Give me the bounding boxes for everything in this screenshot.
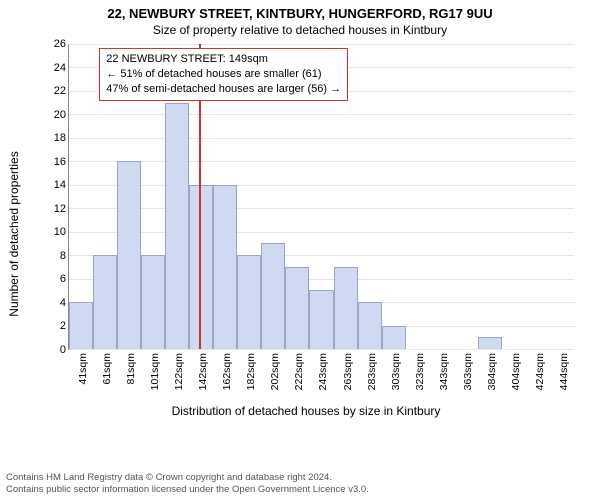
bar-slot: 424sqm	[526, 44, 550, 349]
footer-attribution: Contains HM Land Registry data © Crown c…	[6, 472, 369, 496]
x-tick-label: 323sqm	[414, 349, 426, 390]
footer-line: Contains public sector information licen…	[6, 484, 369, 496]
y-tick-label: 12	[46, 203, 66, 215]
bar-slot: 363sqm	[454, 44, 478, 349]
x-tick-label: 142sqm	[197, 349, 209, 390]
x-tick-label: 81sqm	[125, 349, 137, 385]
x-tick-label: 283sqm	[366, 349, 378, 390]
bar	[93, 255, 117, 349]
x-tick-label: 303sqm	[390, 349, 402, 390]
y-tick-label: 18	[46, 132, 66, 144]
x-tick-label: 404sqm	[510, 349, 522, 390]
y-tick-label: 14	[46, 179, 66, 191]
x-tick-label: 424sqm	[534, 349, 546, 390]
x-tick-label: 202sqm	[269, 349, 281, 390]
bar-slot: 404sqm	[502, 44, 526, 349]
bar	[117, 161, 141, 349]
x-tick-label: 101sqm	[149, 349, 161, 390]
x-axis-label: Distribution of detached houses by size …	[32, 404, 580, 418]
bar-slot: 323sqm	[406, 44, 430, 349]
x-tick-label: 182sqm	[245, 349, 257, 390]
bar	[189, 185, 213, 349]
bar-slot: 384sqm	[478, 44, 502, 349]
y-tick-label: 20	[46, 109, 66, 121]
x-tick-label: 243sqm	[317, 349, 329, 390]
x-tick-label: 122sqm	[173, 349, 185, 390]
footer-line: Contains HM Land Registry data © Crown c…	[6, 472, 369, 484]
annotation-line: 47% of semi-detached houses are larger (…	[106, 82, 341, 97]
bar	[165, 103, 189, 349]
bar	[478, 337, 502, 349]
bar	[309, 290, 333, 349]
bar	[382, 326, 406, 349]
page-subtitle: Size of property relative to detached ho…	[0, 21, 600, 41]
y-tick-label: 4	[46, 297, 66, 309]
page-title: 22, NEWBURY STREET, KINTBURY, HUNGERFORD…	[0, 0, 600, 21]
x-tick-label: 162sqm	[221, 349, 233, 390]
bar-slot: 444sqm	[550, 44, 574, 349]
x-tick-label: 444sqm	[558, 349, 570, 390]
y-tick-label: 8	[46, 250, 66, 262]
bar	[334, 267, 358, 349]
bar-slot: 343sqm	[430, 44, 454, 349]
bar	[237, 255, 261, 349]
bar	[261, 243, 285, 349]
bar	[285, 267, 309, 349]
y-tick-label: 0	[46, 344, 66, 356]
x-tick-label: 222sqm	[293, 349, 305, 390]
y-tick-label: 16	[46, 156, 66, 168]
y-tick-label: 6	[46, 273, 66, 285]
histogram-chart: Number of detached properties 0246810121…	[32, 44, 580, 424]
bar	[358, 302, 382, 349]
y-tick-label: 2	[46, 320, 66, 332]
y-tick-label: 24	[46, 62, 66, 74]
bar-slot: 41sqm	[69, 44, 93, 349]
bar	[141, 255, 165, 349]
annotation-line: ← 51% of detached houses are smaller (61…	[106, 67, 341, 82]
bar-slot: 303sqm	[382, 44, 406, 349]
y-tick-label: 22	[46, 85, 66, 97]
x-tick-label: 61sqm	[101, 349, 113, 385]
bar	[213, 185, 237, 349]
y-axis-label: Number of detached properties	[7, 151, 21, 316]
x-tick-label: 41sqm	[77, 349, 89, 385]
x-tick-label: 343sqm	[438, 349, 450, 390]
annotation-box: 22 NEWBURY STREET: 149sqm ← 51% of detac…	[99, 48, 348, 101]
y-tick-label: 26	[46, 38, 66, 50]
bar	[69, 302, 93, 349]
annotation-line: 22 NEWBURY STREET: 149sqm	[106, 52, 341, 67]
y-tick-label: 10	[46, 226, 66, 238]
x-tick-label: 384sqm	[486, 349, 498, 390]
x-tick-label: 363sqm	[462, 349, 474, 390]
plot-area: 41sqm61sqm81sqm101sqm122sqm142sqm162sqm1…	[68, 44, 574, 350]
bar-slot: 283sqm	[358, 44, 382, 349]
x-tick-label: 263sqm	[342, 349, 354, 390]
